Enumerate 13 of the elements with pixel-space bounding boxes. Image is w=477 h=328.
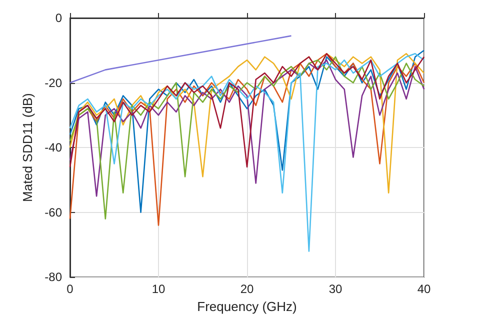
- x-tick-label: 10: [152, 282, 166, 296]
- x-tick-label: 30: [328, 282, 342, 296]
- y-tick-label: -20: [44, 76, 62, 90]
- y-axis-title: Mated SDD11 (dB): [20, 93, 35, 202]
- line-series: [69, 52, 425, 168]
- x-tick-label: 0: [66, 282, 74, 296]
- y-tick-label: 0: [55, 11, 62, 25]
- y-tick-label: -40: [44, 140, 62, 155]
- x-tick-label: 20: [240, 282, 254, 296]
- y-tick-label: -80: [44, 270, 62, 284]
- x-tick-label: 40: [417, 282, 431, 296]
- y-tick-label: -60: [44, 205, 62, 220]
- x-axis-title: Frequency (GHz): [197, 299, 297, 314]
